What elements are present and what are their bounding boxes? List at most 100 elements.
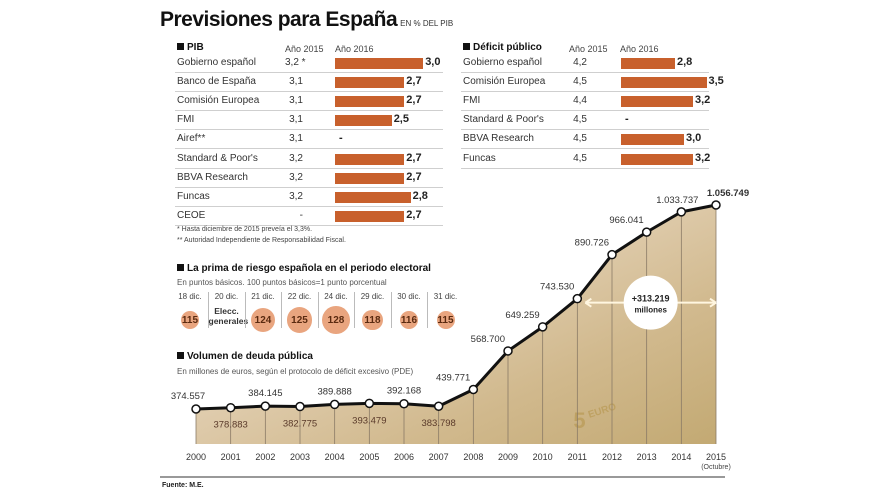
deuda-heading: Volumen de deuda pública: [177, 351, 313, 362]
table-row: Standard & Poor's 4,5 -: [461, 111, 709, 131]
prima-value-circle: 118: [362, 309, 383, 331]
x-tick-label: 2000: [186, 452, 206, 462]
row-name: Comisión Europea: [463, 76, 546, 88]
row-name: Airef**: [177, 133, 206, 145]
x-tick-label: 2012: [602, 452, 622, 462]
prima-date: 30 dic.: [397, 292, 421, 301]
x-tick-label: 2001: [221, 452, 241, 462]
table-row: CEOE - 2,7: [175, 207, 443, 226]
x-tick-label: 2011: [568, 452, 587, 462]
pib-heading: PIB: [177, 42, 204, 53]
value-2015: 3,1: [289, 76, 303, 88]
x-tick-sublabel: (Octubre): [701, 464, 731, 471]
row-name: Gobierno español: [463, 57, 542, 68]
prima-item: 30 dic. 116: [391, 292, 427, 330]
data-label: 389.888: [317, 386, 351, 397]
value-2015: 4,4: [573, 95, 587, 107]
table-row: Banco de España 3,1 2,7: [175, 73, 443, 93]
row-name: Comisión Europea: [177, 95, 260, 107]
data-point: [225, 402, 236, 413]
page-title: Previsiones para España EN % DEL PIB: [160, 8, 453, 32]
prima-value-circle: 125: [286, 307, 313, 333]
data-point: [433, 401, 444, 411]
value-2015: 4,5: [573, 152, 587, 164]
bar-2016: [335, 58, 424, 69]
bar-2016: [621, 153, 693, 165]
x-tick-label: 2004: [325, 452, 345, 462]
table-row: Standard & Poor's 3,2 2,7: [175, 150, 443, 169]
value-2016: 3,2: [695, 94, 711, 107]
section-square-icon: [177, 352, 184, 359]
pib-note-1: * Hasta diciembre de 2015 preveía el 3,3…: [177, 226, 313, 233]
bar-2016: [335, 210, 405, 222]
table-row: Gobierno español 4,2 2,8: [461, 54, 709, 73]
prima-item: 29 dic. 118: [355, 292, 391, 331]
bottom-rule: [160, 476, 725, 478]
prima-date: 18 dic.: [178, 292, 202, 301]
x-tick-label: 2010: [533, 452, 553, 462]
table-row: Comisión Europea 3,1 2,7: [175, 92, 443, 112]
pib-note-2: ** Autoridad Independiente de Responsabi…: [177, 237, 346, 244]
prima-date: 22 dic.: [287, 292, 312, 301]
data-point: [537, 322, 548, 332]
deficit-heading-text: Déficit público: [473, 42, 542, 53]
annotation-value: +313.219: [632, 294, 670, 304]
prima-item: 31 dic. 115: [428, 292, 464, 329]
table-row: FMI 4,4 3,2: [461, 92, 711, 112]
prima-separator: [244, 292, 246, 328]
table-row: FMI 3,1 2,5: [175, 111, 443, 131]
value-2015: 3,1: [289, 133, 303, 145]
table-row: BBVA Research 3,2 2,7: [175, 169, 443, 188]
data-label: 1.033.737: [656, 195, 698, 206]
data-label: 568.700: [471, 334, 505, 345]
bar-2016: [335, 191, 411, 203]
arrow-left-icon: [584, 297, 592, 308]
value-2016: 2,8: [412, 189, 428, 202]
value-2015: -: [299, 209, 303, 221]
value-2016: 2,7: [406, 208, 422, 221]
value-2016: 2,7: [406, 75, 422, 88]
value-2015: 3,2: [289, 190, 303, 202]
title-subtitle: EN % DEL PIB: [400, 19, 454, 28]
value-2015: 4,5: [573, 76, 587, 88]
prima-item: 18 dic. 115: [172, 292, 208, 329]
data-point: [295, 401, 305, 412]
election-label: Elecc.: [214, 306, 239, 316]
prima-heading-text: La prima de riesgo española en el period…: [187, 263, 431, 274]
prima-separator: [281, 292, 282, 328]
prima-separator: [317, 292, 319, 328]
prima-value-circle: 124: [250, 307, 276, 333]
value-2016: 3,0: [686, 132, 702, 145]
deuda-subtitle: En millones de euros, según el protocolo…: [177, 367, 414, 376]
source-note: Fuente: M.E.: [162, 482, 204, 489]
deficit-heading: Déficit público: [463, 42, 542, 53]
row-name: Banco de España: [177, 76, 256, 88]
prima-date: 21 dic.: [251, 292, 275, 301]
data-label: 383.798: [421, 418, 455, 429]
x-tick-label: 2005: [359, 452, 379, 462]
election-marker: Elecc. generales: [208, 306, 249, 326]
table-row: Gobierno español 3,2 * 3,0: [175, 54, 443, 73]
value-2015: 3,2: [289, 152, 303, 164]
prima-date: 24 dic.: [324, 292, 348, 301]
data-point: [676, 207, 687, 217]
election-label: generales: [208, 316, 249, 326]
prima-value-circle: 116: [399, 310, 419, 330]
section-square-icon: [177, 264, 184, 271]
data-point: [711, 200, 721, 210]
row-name: Funcas: [177, 190, 210, 202]
prima-date: 20 dic.: [214, 292, 239, 301]
bar-2016: [621, 58, 675, 69]
source-text: Fuente: M.E.: [162, 482, 204, 489]
deuda-heading-text: Volumen de deuda pública: [187, 351, 313, 362]
banknote-five-text: 5: [573, 408, 585, 433]
value-2016: 3,0: [425, 56, 441, 68]
data-label: 374.557: [171, 391, 205, 402]
value-2015: 4,5: [573, 114, 587, 126]
pib-heading-text: PIB: [187, 42, 204, 53]
pib-col-2015: Año 2015: [285, 44, 324, 54]
bar-2016: [335, 96, 405, 108]
row-name: Standard & Poor's: [177, 152, 258, 164]
annotation-circle: [623, 275, 678, 330]
